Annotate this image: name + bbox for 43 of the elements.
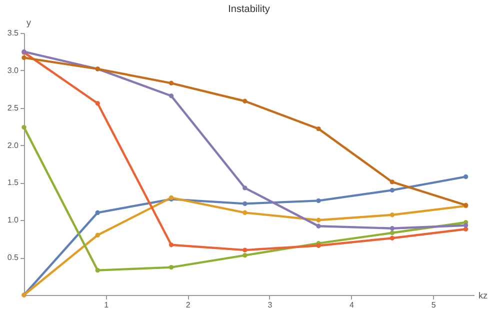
- point: [463, 223, 468, 228]
- point: [95, 232, 100, 238]
- point: [390, 236, 395, 240]
- x-tick-label: 1: [104, 300, 110, 310]
- point: [316, 198, 321, 204]
- point: [390, 230, 395, 236]
- point: [242, 252, 248, 258]
- point: [168, 242, 174, 248]
- y-tick-label: 0.5: [7, 253, 20, 262]
- point: [168, 94, 174, 98]
- point: [390, 188, 395, 193]
- point: [390, 180, 395, 184]
- point: [22, 124, 26, 130]
- point: [95, 268, 100, 273]
- y-tick-label: 3.5: [7, 28, 20, 38]
- y-tick-label: 1.0: [7, 216, 20, 225]
- y-axis-title: y: [26, 18, 32, 28]
- point: [95, 210, 100, 215]
- x-tick-label: 4: [350, 300, 355, 310]
- point: [390, 226, 395, 231]
- x-tick-label: 5: [431, 300, 436, 310]
- y-tick-label: 3.0: [7, 66, 20, 75]
- point: [168, 80, 174, 86]
- point: [242, 186, 248, 190]
- point: [316, 224, 321, 228]
- point: [242, 201, 248, 206]
- point: [95, 101, 100, 106]
- x-axis-title: kz: [478, 290, 488, 300]
- point: [390, 212, 395, 218]
- point: [242, 210, 248, 215]
- point: [242, 98, 248, 104]
- point: [316, 218, 321, 222]
- point: [463, 174, 468, 180]
- point: [242, 248, 248, 252]
- x-tick-label: 3: [268, 300, 273, 310]
- chart-title: Instability: [228, 4, 270, 15]
- point: [168, 264, 174, 270]
- y-tick-label: 2.5: [7, 103, 20, 112]
- point: [316, 126, 321, 132]
- point: [22, 55, 26, 60]
- y-tick-label: 1.5: [7, 178, 20, 188]
- x-tick-label: 2: [186, 300, 191, 310]
- y-tick-label: 2.0: [7, 140, 20, 150]
